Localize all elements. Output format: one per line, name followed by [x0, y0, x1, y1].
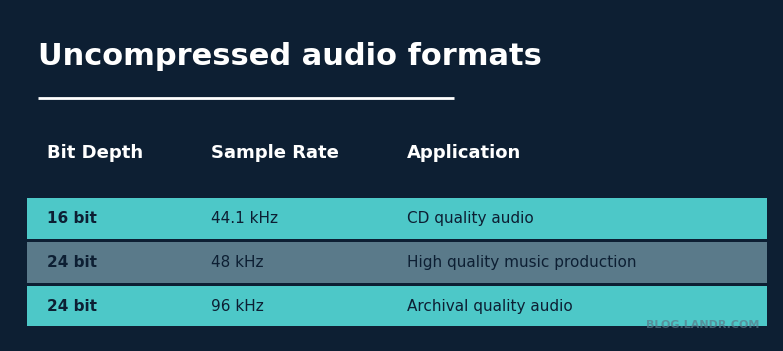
Text: Uncompressed audio formats: Uncompressed audio formats: [38, 42, 542, 71]
Text: Application: Application: [407, 144, 521, 162]
Text: 48 kHz: 48 kHz: [211, 255, 264, 270]
Text: 44.1 kHz: 44.1 kHz: [211, 211, 279, 226]
Text: Archival quality audio: Archival quality audio: [407, 299, 573, 314]
Text: CD quality audio: CD quality audio: [407, 211, 534, 226]
Text: High quality music production: High quality music production: [407, 255, 637, 270]
Text: Bit Depth: Bit Depth: [47, 144, 143, 162]
Text: 96 kHz: 96 kHz: [211, 299, 264, 314]
FancyBboxPatch shape: [27, 242, 767, 283]
Text: 16 bit: 16 bit: [47, 211, 97, 226]
Text: 24 bit: 24 bit: [47, 255, 97, 270]
Text: Sample Rate: Sample Rate: [211, 144, 339, 162]
Text: BLOG.LANDR.COM: BLOG.LANDR.COM: [646, 320, 760, 330]
FancyBboxPatch shape: [27, 286, 767, 326]
Text: 24 bit: 24 bit: [47, 299, 97, 314]
FancyBboxPatch shape: [27, 198, 767, 239]
